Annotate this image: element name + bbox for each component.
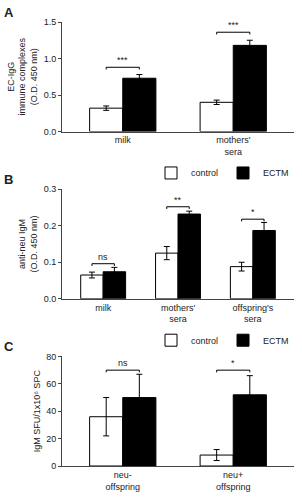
svg-text:0.2: 0.2 bbox=[44, 221, 57, 231]
svg-text:ns: ns bbox=[118, 358, 128, 368]
svg-text:0.1: 0.1 bbox=[44, 257, 57, 267]
svg-text:control: control bbox=[191, 336, 218, 346]
svg-text:*: * bbox=[231, 358, 235, 368]
svg-text:EC-IgGimmune complexes(O.D. 45: EC-IgGimmune complexes(O.D. 450 nm) bbox=[6, 37, 39, 115]
svg-text:milk: milk bbox=[115, 135, 131, 145]
svg-text:offspring'ssera: offspring'ssera bbox=[233, 303, 274, 325]
svg-text:A: A bbox=[4, 5, 14, 20]
svg-text:1.0: 1.0 bbox=[44, 54, 57, 64]
svg-text:0.0: 0.0 bbox=[44, 294, 57, 304]
svg-text:mothers'sera: mothers'sera bbox=[161, 303, 196, 325]
svg-text:*: * bbox=[251, 207, 255, 217]
svg-text:milk: milk bbox=[95, 303, 111, 313]
svg-text:40: 40 bbox=[46, 406, 56, 416]
svg-text:**: ** bbox=[174, 195, 182, 205]
svg-text:20: 20 bbox=[46, 434, 56, 444]
svg-text:mothers'sera: mothers'sera bbox=[216, 135, 251, 157]
svg-text:neu-offspring: neu-offspring bbox=[106, 470, 140, 492]
svg-text:80: 80 bbox=[46, 352, 56, 362]
svg-text:60: 60 bbox=[46, 379, 56, 389]
svg-text:***: *** bbox=[117, 55, 128, 65]
svg-text:0.3: 0.3 bbox=[44, 184, 57, 194]
svg-text:***: *** bbox=[228, 20, 239, 30]
svg-text:B: B bbox=[4, 172, 13, 187]
svg-text:1.5: 1.5 bbox=[44, 17, 57, 27]
svg-text:anti-neu IgM(O.D. 450 nm): anti-neu IgM(O.D. 450 nm) bbox=[17, 215, 39, 272]
svg-text:ns: ns bbox=[98, 252, 108, 262]
svg-text:control: control bbox=[191, 168, 218, 178]
svg-text:ECTM: ECTM bbox=[263, 168, 289, 178]
svg-text:ECTM: ECTM bbox=[263, 336, 289, 346]
svg-text:IgM SFU/1x10⁶ SPC: IgM SFU/1x10⁶ SPC bbox=[32, 370, 42, 453]
svg-text:0.0: 0.0 bbox=[44, 127, 57, 137]
svg-text:0: 0 bbox=[51, 461, 56, 471]
svg-text:neu+offspring: neu+offspring bbox=[216, 470, 250, 492]
svg-text:0.5: 0.5 bbox=[44, 90, 57, 100]
svg-text:C: C bbox=[4, 339, 14, 354]
